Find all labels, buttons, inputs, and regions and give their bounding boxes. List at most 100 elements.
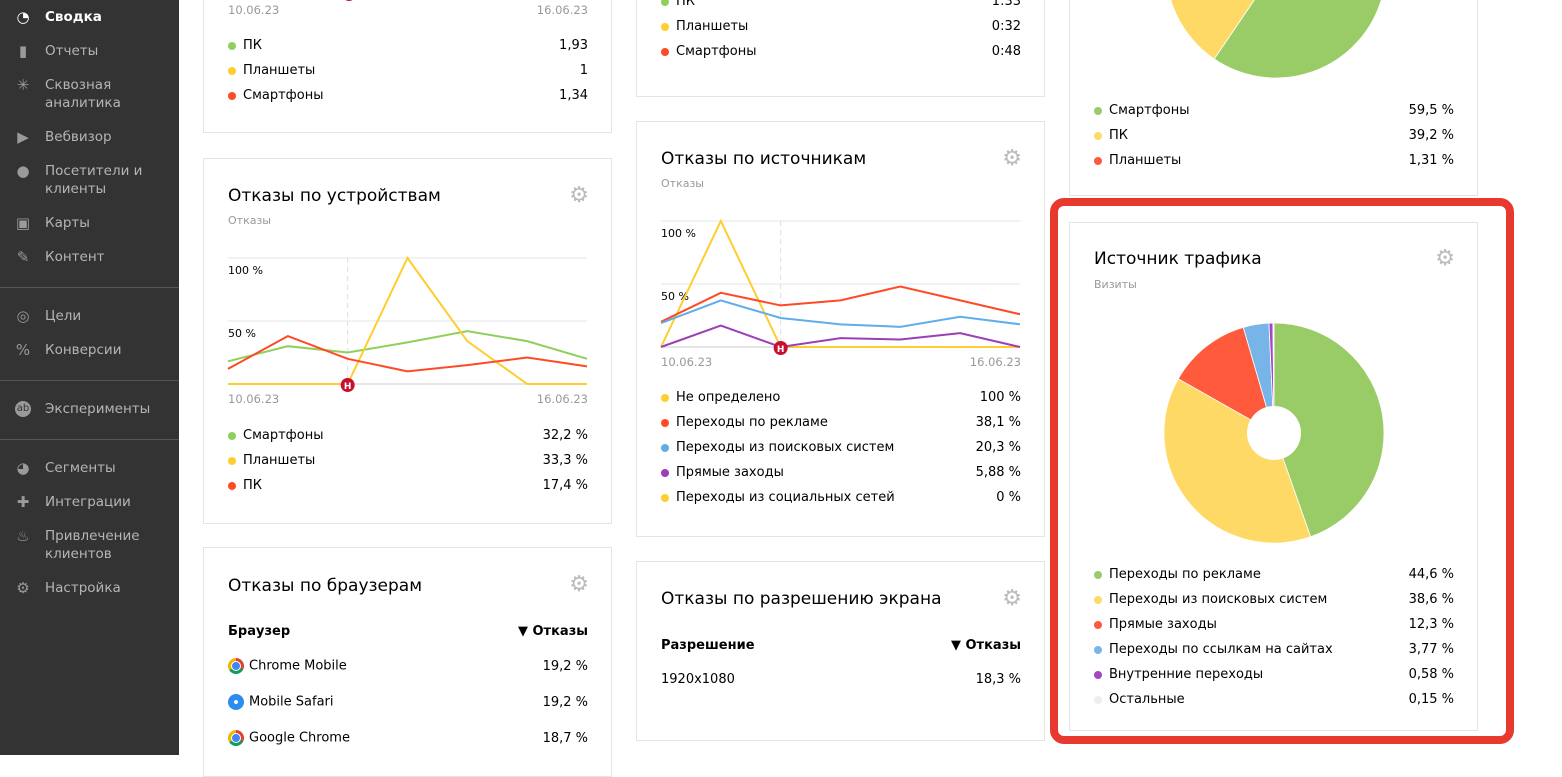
legend-item[interactable]: Остальные 0,15 % xyxy=(1094,692,1454,708)
line-chart: 50 % 100 % Н xyxy=(660,218,1021,355)
pie-slice-0[interactable] xyxy=(1273,322,1385,538)
pie-slice-0[interactable] xyxy=(1213,0,1386,79)
percent-icon: % xyxy=(15,341,31,359)
sidebar-item-4[interactable]: ● Посетители и клиенты xyxy=(0,162,179,198)
pie-slice-1[interactable] xyxy=(1163,378,1312,544)
annotation-marker-label: Н xyxy=(344,382,352,392)
legend-item[interactable]: Переходы по рекламе 38,1 % xyxy=(661,415,1021,431)
legend-value: 38,6 % xyxy=(1408,592,1454,607)
legend-item[interactable]: Переходы из поисковых систем 38,6 % xyxy=(1094,592,1454,608)
legend-value: 20,3 % xyxy=(975,440,1021,455)
legend-item[interactable]: Переходы по рекламе 44,6 % xyxy=(1094,567,1454,583)
card-subtitle: Отказы xyxy=(228,214,271,227)
legend-item[interactable]: Переходы по ссылкам на сайтах 3,77 % xyxy=(1094,642,1454,658)
sidebar-item-3[interactable]: ▶ Вебвизор xyxy=(0,128,179,146)
legend-value: 0 % xyxy=(996,490,1021,505)
legend-label: Планшеты xyxy=(676,19,749,34)
legend-label: Остальные xyxy=(1109,692,1185,707)
legend-label: ПК xyxy=(1109,128,1129,143)
legend-label: Смартфоны xyxy=(243,88,324,103)
table-row[interactable]: Google Chrome 18,7 % xyxy=(228,730,588,746)
fire-icon: ♨ xyxy=(16,527,30,545)
sidebar-item-7[interactable]: ◎ Цели xyxy=(0,307,179,325)
legend-item[interactable]: Планшеты 0:32 xyxy=(661,19,1021,35)
legend-item[interactable]: Прямые заходы 12,3 % xyxy=(1094,617,1454,633)
legend-item[interactable]: Смартфоны 59,5 % xyxy=(1094,103,1454,119)
user-icon: ● xyxy=(16,162,30,180)
legend-item[interactable]: ПК 17,4 % xyxy=(228,478,588,494)
column-header-bounce[interactable]: ▼ Отказы xyxy=(950,638,1021,653)
devices-pie-chart xyxy=(1166,0,1386,79)
legend-item[interactable]: Не определено 100 % xyxy=(661,390,1021,406)
sidebar-item-0[interactable]: ◔ Сводка xyxy=(0,8,179,26)
series-line-0 xyxy=(660,218,1020,348)
pie-slice-1[interactable] xyxy=(1166,0,1276,60)
bounce-value: 19,2 % xyxy=(542,658,588,674)
date-end: 16.06.23 xyxy=(969,355,1021,369)
legend-item[interactable]: Внутренние переходы 0,58 % xyxy=(1094,667,1454,683)
sidebar-item-8[interactable]: % Конверсии xyxy=(0,341,179,359)
annotation-marker[interactable]: Н xyxy=(773,341,788,355)
legend-item[interactable]: Смартфоны 32,2 % xyxy=(228,428,588,444)
legend-dot xyxy=(1094,596,1102,604)
legend-value: 0,58 % xyxy=(1408,667,1454,682)
sidebar-item-2[interactable]: ✳ Сквозная аналитика xyxy=(0,76,179,112)
settings-gear-icon[interactable]: ⚙ xyxy=(1002,586,1022,611)
legend-dot xyxy=(228,42,236,50)
sidebar-item-label: Сегменты xyxy=(45,460,116,476)
sidebar-item-label: Отчеты xyxy=(45,43,99,59)
legend-label: Переходы из поисковых систем xyxy=(676,440,895,455)
settings-gear-icon[interactable]: ⚙ xyxy=(1435,246,1455,271)
date-start: 10.06.23 xyxy=(228,392,280,406)
legend-item[interactable]: Планшеты 1,31 % xyxy=(1094,153,1454,169)
legend-item[interactable]: Смартфоны 1,34 xyxy=(228,88,588,104)
legend-item[interactable]: Переходы из поисковых систем 20,3 % xyxy=(661,440,1021,456)
play-icon: ▶ xyxy=(17,128,29,146)
legend-item[interactable]: ПК 1,93 xyxy=(228,38,588,54)
sidebar-item-10[interactable]: ◕ Сегменты xyxy=(0,459,179,477)
settings-gear-icon[interactable]: ⚙ xyxy=(569,183,589,208)
legend-value: 1:33 xyxy=(991,0,1021,9)
traffic-source-pie-chart xyxy=(1163,322,1385,544)
sidebar-item-12[interactable]: ♨ Привлечение клиентов xyxy=(0,527,179,563)
sidebar-item-9[interactable]: ab Эксперименты xyxy=(0,400,179,418)
column-header-resolution[interactable]: Разрешение xyxy=(661,638,755,653)
sidebar-item-1[interactable]: ▮ Отчеты xyxy=(0,42,179,60)
legend-value: 3,77 % xyxy=(1408,642,1454,657)
legend-dot xyxy=(1094,157,1102,165)
legend-label: Переходы по рекламе xyxy=(1109,567,1261,582)
sidebar-item-5[interactable]: ▣ Карты xyxy=(0,214,179,232)
table-row[interactable]: Chrome Mobile 19,2 % xyxy=(228,658,588,674)
line-chart: 50 % 100 % Н xyxy=(227,256,588,392)
table-row[interactable]: Mobile Safari 19,2 % xyxy=(228,694,588,710)
legend-dot xyxy=(1094,571,1102,579)
column-header-bounce[interactable]: ▼ Отказы xyxy=(517,624,588,639)
settings-gear-icon[interactable]: ⚙ xyxy=(1002,146,1022,171)
sidebar-item-6[interactable]: ✎ Контент xyxy=(0,248,179,266)
legend-item[interactable]: Планшеты 33,3 % xyxy=(228,453,588,469)
series-line-3 xyxy=(660,324,1021,349)
bounce-value: 18,3 % xyxy=(975,672,1021,687)
settings-gear-icon[interactable]: ⚙ xyxy=(569,572,589,597)
table-row[interactable]: 1920x1080 18,3 % xyxy=(661,672,1021,687)
legend-item[interactable]: ПК 39,2 % xyxy=(1094,128,1454,144)
pie-slice-5[interactable] xyxy=(1272,322,1275,434)
legend-item[interactable]: Планшеты 1 xyxy=(228,63,588,79)
legend-item[interactable]: Переходы из социальных сетей 0 % xyxy=(661,490,1021,506)
card-title: Отказы по источникам xyxy=(661,149,867,169)
legend-item[interactable]: Смартфоны 0:48 xyxy=(661,44,1021,60)
legend-item[interactable]: ПК 1:33 xyxy=(661,0,1021,10)
column-header-browser[interactable]: Браузер xyxy=(228,624,291,639)
card-title: Отказы по устройствам xyxy=(228,186,441,206)
annotation-marker[interactable] xyxy=(342,0,356,1)
legend-item[interactable]: Прямые заходы 5,88 % xyxy=(661,465,1021,481)
annotation-marker[interactable]: Н xyxy=(340,378,355,392)
sidebar: ◔ Сводка ▮ Отчеты ✳ Сквозная аналитика ▶ Вебвиз… xyxy=(0,0,179,755)
sidebar-item-13[interactable]: ⚙ Настройка xyxy=(0,579,179,597)
series-line-2 xyxy=(227,335,588,373)
ab-icon: ab xyxy=(15,401,31,417)
pie-slice-2[interactable] xyxy=(1177,326,1275,434)
series-line-1 xyxy=(660,285,1021,323)
chrome-icon xyxy=(228,730,244,746)
sidebar-item-11[interactable]: ✚ Интеграции xyxy=(0,493,179,511)
